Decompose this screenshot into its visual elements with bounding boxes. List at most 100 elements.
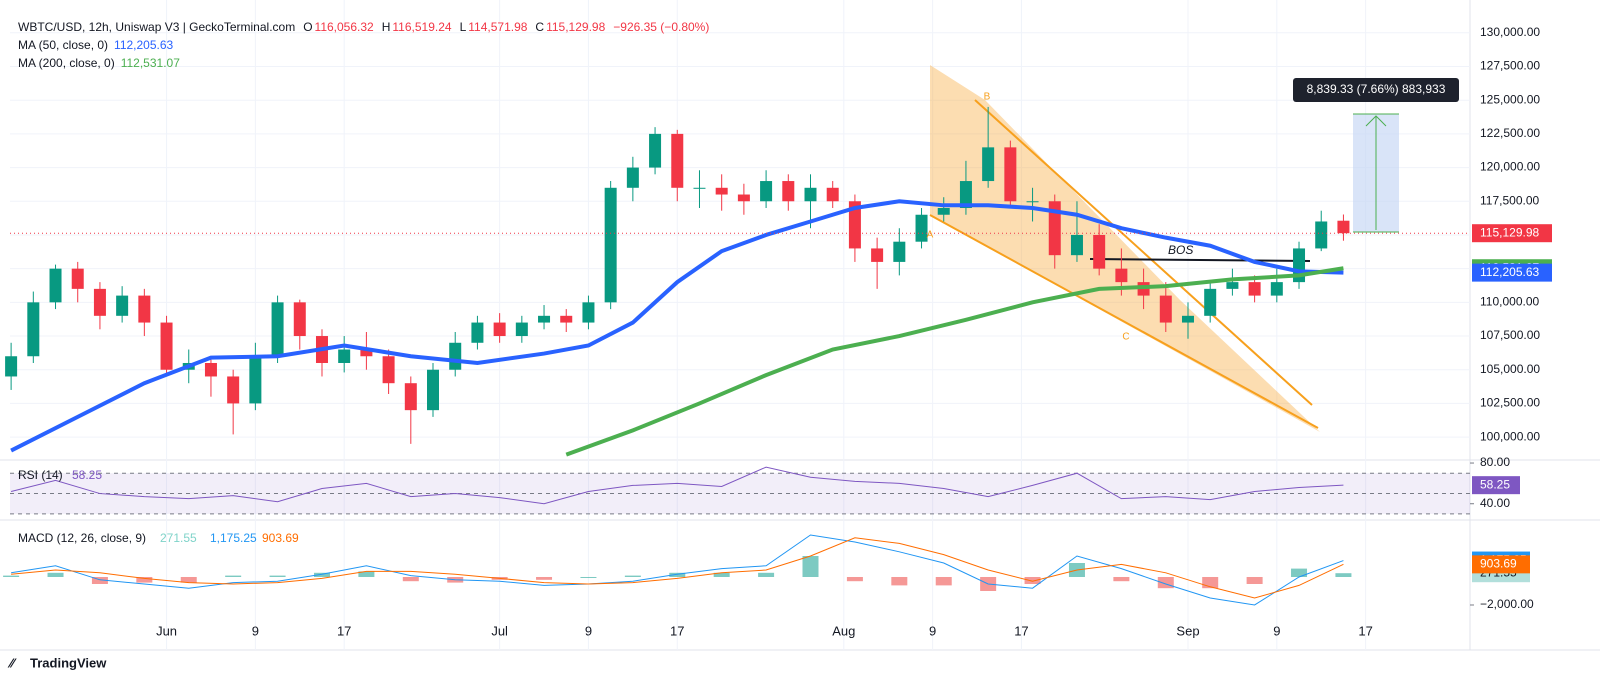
- pattern-point: A: [927, 230, 934, 241]
- candle-body: [1204, 288, 1217, 316]
- pattern-fill: [930, 65, 1320, 432]
- macd-histogram-bar: [624, 575, 641, 577]
- price-label-box: [1472, 263, 1552, 282]
- candle-body: [937, 208, 950, 215]
- candle-body: [382, 356, 395, 384]
- y-tick-label: 117,500.00: [1480, 193, 1539, 207]
- candle-body: [693, 187, 706, 189]
- candle-body: [1315, 221, 1328, 249]
- macd-histogram-bar: [47, 572, 64, 577]
- candle-body: [360, 349, 373, 357]
- moving-average: [10, 199, 1344, 453]
- macd-histogram-bar: [91, 576, 108, 584]
- ohlc-key: L: [460, 20, 467, 34]
- y-tick-label: 125,000.00: [1480, 92, 1540, 106]
- ma-legend-value: 112,531.07: [121, 56, 180, 70]
- macd-value: 1,175.25: [210, 531, 257, 545]
- candle-body: [49, 268, 62, 303]
- price-label-box: [1472, 224, 1552, 243]
- price-label: 112,205.63: [1480, 265, 1539, 279]
- ohlc-key: H: [382, 20, 391, 34]
- candle-body: [5, 356, 18, 377]
- candle-body: [116, 295, 129, 316]
- footer-icon: ⁄⁄: [7, 655, 17, 670]
- candle-body: [493, 322, 506, 337]
- candle-body: [204, 362, 217, 377]
- candle-body: [1337, 220, 1350, 234]
- candle-body: [160, 322, 173, 370]
- x-tick-label: 17: [1358, 623, 1372, 638]
- y-tick-label: 102,500.00: [1480, 396, 1540, 410]
- change: −926.35 (−0.80%): [613, 20, 709, 34]
- candle-body: [27, 302, 40, 357]
- candle-body: [804, 187, 817, 202]
- rsi-title: RSI (14): [18, 468, 63, 482]
- macd-histogram-bar: [1024, 576, 1041, 584]
- x-tick-label: 17: [670, 623, 684, 638]
- macd-label: 903.69: [1480, 557, 1517, 571]
- y-tick-label: 100,000.00: [1480, 429, 1540, 443]
- y-tick-label: 107,500.00: [1480, 328, 1540, 342]
- candle-body: [826, 187, 839, 202]
- candle-body: [848, 201, 861, 249]
- macd-histogram-bar: [269, 575, 286, 577]
- candle-body: [715, 187, 728, 195]
- candle-body: [427, 369, 440, 411]
- ohlc-key: C: [535, 20, 544, 34]
- candle-body: [1115, 268, 1128, 283]
- candle-body: [893, 241, 906, 262]
- y-tick-label: 130,000.00: [1480, 25, 1540, 39]
- candle-body: [538, 315, 551, 323]
- candle-body: [1093, 234, 1106, 269]
- candle-body: [649, 133, 662, 168]
- candle-body: [1181, 315, 1194, 323]
- candle-body: [1004, 147, 1017, 202]
- candle-body: [1226, 282, 1239, 289]
- macd-histogram-bar: [802, 556, 819, 577]
- candle-body: [249, 356, 262, 404]
- candle-body: [1048, 201, 1061, 256]
- candle-body: [737, 194, 750, 202]
- macd-tick-label: −2,000.00: [1480, 597, 1534, 611]
- macd-value: 271.55: [160, 531, 197, 545]
- candle-body: [1070, 234, 1083, 256]
- candle-body: [138, 295, 151, 323]
- ohlc-value: 116,056.32: [315, 20, 374, 34]
- rsi-value: 58.25: [72, 468, 102, 482]
- x-tick-label: Aug: [832, 623, 855, 638]
- measure-label: 8,839.33 (7.66%) 883,933: [1307, 82, 1446, 96]
- rsi-label-box: [1472, 476, 1520, 495]
- y-tick-label: 105,000.00: [1480, 362, 1540, 376]
- macd-line: [11, 534, 1344, 606]
- x-tick-label: Jul: [491, 623, 508, 638]
- footer-logo: TradingView: [30, 655, 107, 670]
- measure-label-box: [1293, 78, 1459, 102]
- candle-body: [671, 133, 684, 188]
- rsi-tick-label: 80.00: [1480, 455, 1510, 469]
- candle-body: [982, 147, 995, 182]
- candle-body: [1270, 282, 1283, 296]
- x-tick-label: 9: [929, 623, 936, 638]
- macd-histogram-bar: [1113, 576, 1130, 582]
- rsi-line: [10, 466, 1344, 505]
- measure-arrow: [1365, 115, 1387, 127]
- macd-histogram-bar: [358, 571, 375, 577]
- macd-histogram-bar: [846, 576, 863, 582]
- ohlc-value: 115,129.98: [546, 20, 605, 34]
- x-tick-label: 9: [1273, 623, 1280, 638]
- ohlc-value: 114,571.98: [468, 20, 527, 34]
- bos-line: [1089, 258, 1311, 262]
- candle-body: [871, 248, 884, 262]
- candle-body: [915, 214, 928, 242]
- macd-histogram-bar: [1202, 576, 1219, 589]
- candle-body: [1026, 201, 1039, 203]
- candle-body: [71, 268, 84, 289]
- y-tick-label: 120,000.00: [1480, 160, 1540, 174]
- y-tick-label: 127,500.00: [1480, 59, 1540, 73]
- macd-histogram-bar: [180, 576, 197, 583]
- bos-label: BOS: [1168, 243, 1193, 257]
- x-tick-label: 9: [585, 623, 592, 638]
- candle-body: [227, 376, 240, 404]
